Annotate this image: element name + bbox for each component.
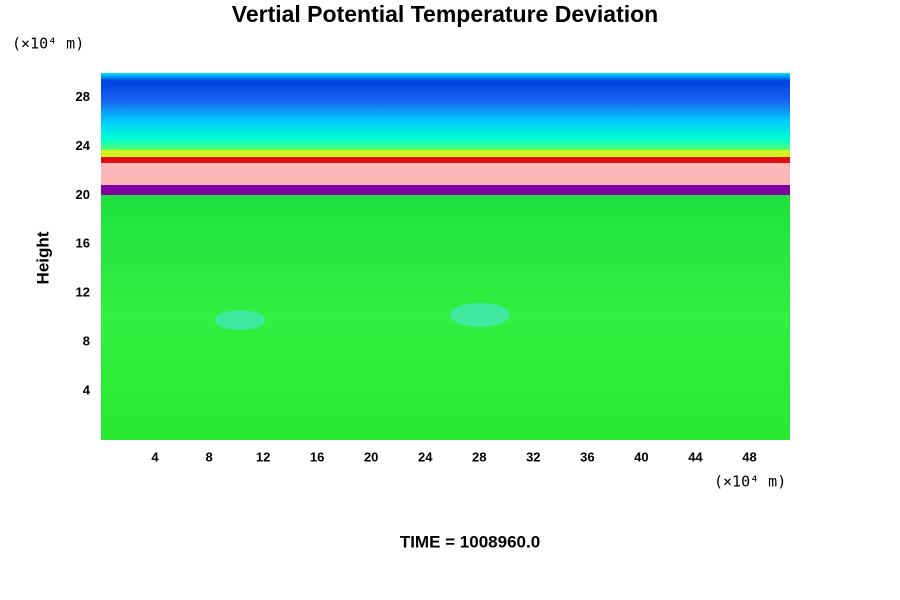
lower-layer — [101, 195, 790, 440]
x-tick-label: 20 — [364, 449, 378, 464]
x-tick-label: 28 — [472, 449, 486, 464]
x-tick-label: 12 — [256, 449, 270, 464]
upper-layer — [101, 73, 790, 151]
cool-patch — [450, 303, 510, 327]
x-unit: (×10⁴ m) — [714, 473, 786, 491]
purple-band — [101, 185, 790, 195]
chart-title: Vertial Potential Temperature Deviation — [232, 1, 658, 27]
y-axis-label: Height — [33, 231, 52, 284]
x-tick-label: 24 — [418, 449, 433, 464]
x-tick-label: 8 — [205, 449, 212, 464]
field — [101, 73, 790, 440]
y-tick-label: 28 — [76, 89, 90, 104]
y-tick-label: 24 — [76, 138, 91, 153]
y-tick-label: 16 — [76, 236, 90, 251]
x-tick-label: 44 — [688, 449, 703, 464]
time-label: TIME = 1008960.0 — [400, 532, 540, 551]
cool-patch — [215, 310, 265, 330]
red-band — [101, 157, 790, 163]
x-tick-label: 36 — [580, 449, 594, 464]
x-tick-label: 48 — [742, 449, 756, 464]
y-tick-label: 20 — [76, 187, 90, 202]
x-tick-label: 16 — [310, 449, 324, 464]
x-tick-label: 4 — [151, 449, 159, 464]
y-unit: (×10⁴ m) — [12, 35, 84, 53]
x-tick-label: 40 — [634, 449, 648, 464]
yellow-band — [101, 150, 790, 157]
y-tick-label: 8 — [83, 334, 90, 349]
y-tick-label: 4 — [83, 383, 91, 398]
x-tick-label: 32 — [526, 449, 540, 464]
y-tick-label: 12 — [76, 285, 90, 300]
pink-band — [101, 163, 790, 185]
